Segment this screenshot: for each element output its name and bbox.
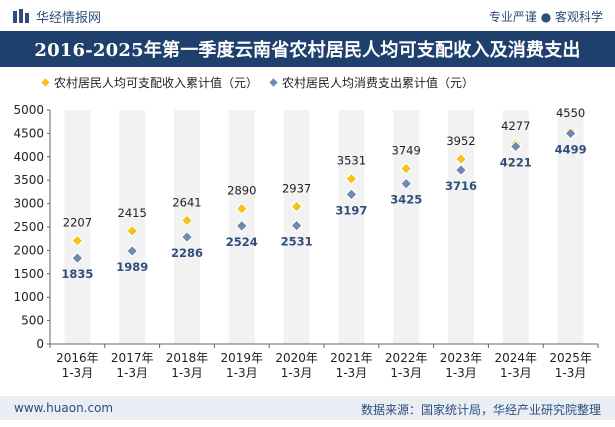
diamond-icon: [268, 76, 279, 88]
income-data-label: 2641: [172, 195, 201, 209]
column-band: [174, 110, 200, 344]
diamond-icon: [40, 76, 51, 88]
x-tick-label: 2018年 1-3月: [166, 351, 209, 380]
expense-point: [71, 251, 84, 265]
expense-data-label: 1835: [61, 267, 93, 281]
income-data-label: 3531: [337, 154, 366, 168]
x-tick-label: 2016年 1-3月: [56, 351, 99, 380]
x-tick-label: 2025年 1-3月: [549, 351, 592, 380]
expense-point: [454, 163, 468, 177]
income-point: [71, 234, 84, 248]
column-band: [64, 110, 91, 344]
top-bar: 华经情报网 专业严谨 ● 客观科学: [0, 0, 615, 30]
legend-label-expense: 农村居民人均消费支出累计值（元）: [282, 75, 475, 90]
income-data-label: 2207: [63, 216, 92, 230]
footer: www.huaon.com 数据来源：国家统计局，华经产业研究院整理: [0, 396, 615, 420]
income-data-label: 2937: [282, 182, 311, 196]
expense-point: [564, 127, 577, 140]
y-tick-label: 5000: [13, 103, 44, 117]
income-point: [345, 172, 358, 186]
expense-point: [125, 244, 139, 258]
expense-data-label: 2531: [281, 235, 313, 249]
expense-point: [399, 177, 413, 191]
column-band: [393, 110, 420, 344]
expense-data-label: 1989: [116, 260, 148, 274]
y-tick-label: 3000: [13, 197, 44, 211]
footer-url[interactable]: www.huaon.com: [14, 401, 114, 415]
title-bar: 2016-2025年第一季度云南省农村居民人均可支配收入及消费支出: [0, 31, 615, 67]
brand-logo-icon: [13, 9, 29, 23]
expense-point: [290, 219, 303, 232]
column-band: [557, 110, 584, 344]
legend-label-income: 农村居民人均可支配收入累计值（元）: [54, 75, 259, 90]
income-data-label: 3749: [392, 144, 421, 158]
column-band: [338, 110, 365, 344]
x-tick-label: 2017年 1-3月: [111, 351, 154, 380]
expense-point: [345, 188, 358, 201]
income-data-label: 4550: [556, 106, 585, 120]
y-tick-label: 2000: [13, 243, 44, 257]
income-point: [399, 162, 413, 175]
x-tick-label: 2021年 1-3月: [330, 351, 373, 380]
x-tick-label: 2022年 1-3月: [385, 351, 428, 380]
y-tick-label: 3500: [13, 173, 44, 187]
chart-title: 2016-2025年第一季度云南省农村居民人均可支配收入及消费支出: [34, 40, 581, 61]
x-tick-label: 2023年 1-3月: [440, 351, 483, 380]
brand[interactable]: 华经情报网: [12, 7, 102, 26]
income-data-label: 2890: [227, 184, 256, 198]
footer-source: 数据来源：国家统计局，华经产业研究院整理: [360, 403, 601, 417]
expense-point: [235, 219, 249, 233]
legend-item-expense: 农村居民人均消费支出累计值（元）: [268, 74, 474, 91]
income-data-label: 4277: [501, 119, 530, 133]
y-tick-label: 2500: [13, 220, 44, 234]
y-tick-label: 500: [21, 314, 44, 328]
tagline: 专业严谨 ● 客观科学: [488, 10, 603, 24]
legend-item-income: 农村居民人均可支配收入累计值（元）: [40, 74, 258, 91]
y-tick-label: 4000: [13, 150, 44, 164]
expense-point: [509, 140, 523, 153]
income-data-label: 3952: [446, 134, 475, 148]
income-point: [125, 224, 139, 238]
brand-name: 华经情报网: [36, 10, 102, 26]
income-data-label: 2415: [118, 206, 147, 220]
x-tick-label: 2020年 1-3月: [275, 351, 318, 380]
y-tick-label: 4500: [13, 126, 44, 140]
expense-data-label: 2286: [171, 246, 203, 260]
income-point: [180, 214, 194, 227]
expense-data-label: 2524: [226, 235, 258, 249]
x-tick-label: 2024年 1-3月: [495, 351, 538, 380]
expense-data-label: 3716: [445, 179, 477, 193]
column-band: [448, 110, 474, 344]
expense-data-label: 3197: [335, 203, 367, 217]
y-tick-label: 1500: [13, 267, 44, 281]
x-tick-label: 2019年 1-3月: [221, 351, 264, 380]
expense-data-label: 4499: [555, 142, 587, 156]
y-tick-label: 1000: [13, 290, 44, 304]
chart-legend: 农村居民人均可支配收入累计值（元） 农村居民人均消费支出累计值（元）: [40, 71, 484, 93]
expense-data-label: 4221: [500, 155, 532, 169]
income-point: [290, 200, 303, 213]
chart-plot: 0 500 1000 1500 2000 2500 3000 3500 4000 4500 5000…: [13, 103, 599, 380]
income-point: [235, 202, 249, 216]
expense-data-label: 3425: [390, 193, 422, 207]
y-tick-label: 0: [36, 337, 44, 351]
expense-point: [180, 230, 194, 244]
